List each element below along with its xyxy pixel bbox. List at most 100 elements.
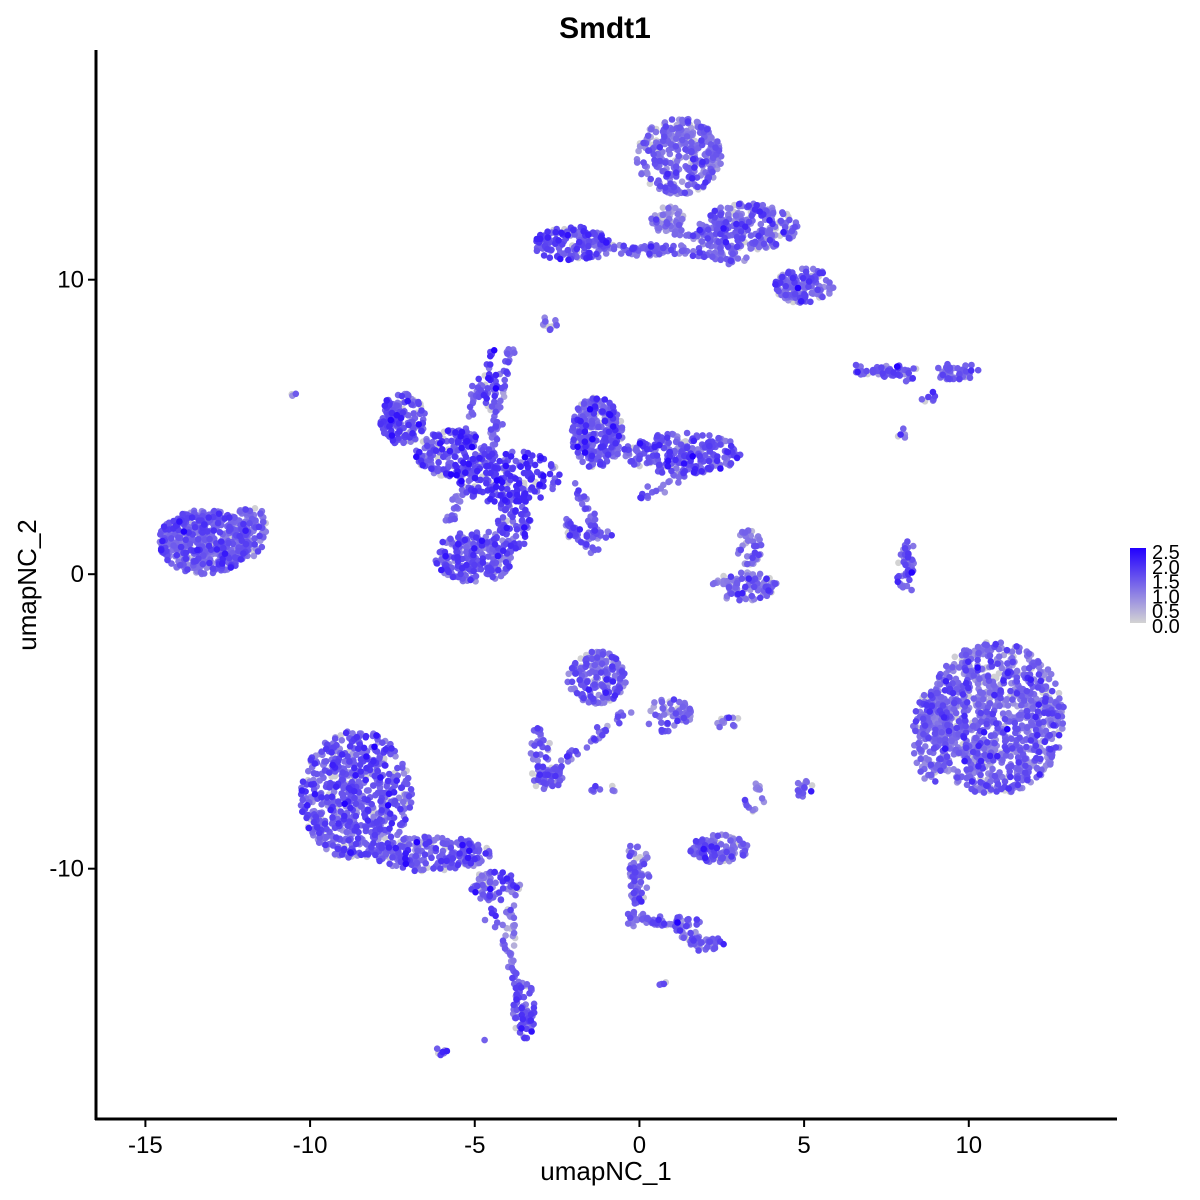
scatter-point (658, 719, 665, 726)
scatter-point (400, 770, 408, 777)
scatter-point (680, 934, 687, 942)
scatter-point (976, 675, 983, 683)
scatter-point (540, 785, 548, 793)
scatter-point (1055, 689, 1063, 697)
scatter-point (323, 825, 330, 833)
scatter-point (917, 768, 924, 775)
scatter-point (251, 535, 258, 542)
scatter-point (678, 116, 686, 124)
scatter-point (1035, 659, 1042, 666)
scatter-point (644, 492, 651, 500)
scatter-point (650, 151, 657, 158)
scatter-point (1001, 738, 1009, 745)
scatter-point (497, 404, 504, 411)
scatter-point (547, 326, 554, 333)
scatter-point (852, 361, 860, 369)
scatter-point (370, 782, 377, 789)
scatter-point (439, 839, 447, 847)
scatter-point (596, 786, 604, 793)
scatter-point (318, 801, 325, 808)
scatter-point (758, 795, 766, 802)
scatter-point (952, 709, 960, 717)
scatter-point (510, 929, 518, 937)
scatter-point (588, 655, 596, 663)
scatter-point (955, 749, 963, 757)
scatter-point (644, 132, 652, 139)
scatter-point (481, 916, 489, 924)
scatter-point (640, 159, 647, 166)
scatter-point (653, 242, 660, 249)
scatter-point (469, 382, 476, 390)
plot-title: Smdt1 (559, 12, 651, 45)
scatter-point (501, 945, 509, 952)
scatter-point (499, 937, 507, 944)
scatter-point (353, 751, 360, 759)
scatter-point (722, 832, 730, 839)
scatter-point (588, 420, 596, 428)
scatter-point (734, 255, 742, 262)
scatter-point (170, 542, 177, 549)
scatter-point (580, 400, 588, 407)
scatter-point (499, 421, 506, 428)
scatter-point (729, 250, 737, 258)
scatter-point (502, 932, 509, 939)
scatter-point (383, 782, 391, 790)
scatter-point (1008, 648, 1016, 655)
scatter-point (970, 695, 978, 702)
scatter-point (1005, 709, 1012, 717)
scatter-point (734, 715, 742, 722)
scatter-point (967, 765, 974, 773)
scatter-point (972, 734, 980, 742)
scatter-point (976, 688, 984, 696)
scatter-point (869, 366, 877, 374)
scatter-point (439, 834, 446, 842)
scatter-point (794, 779, 802, 787)
scatter-point (698, 939, 705, 946)
scatter-point (1008, 762, 1015, 770)
scatter-point (292, 390, 300, 398)
scatter-point (962, 722, 969, 730)
scatter-point (340, 784, 347, 792)
scatter-point (349, 730, 356, 737)
scatter-point (1023, 724, 1031, 731)
scatter-point (934, 761, 942, 768)
scatter-point (250, 552, 258, 560)
scatter-point (513, 970, 520, 977)
scatter-point (949, 664, 956, 671)
scatter-point (737, 569, 745, 577)
scatter-point (974, 643, 982, 651)
scatter-point (715, 434, 722, 442)
scatter-point (1004, 660, 1011, 667)
scatter-point (727, 837, 734, 844)
scatter-point (1018, 702, 1025, 709)
scatter-point (407, 786, 415, 793)
scatter-point (493, 436, 501, 443)
scatter-point (902, 377, 910, 385)
scatter-point (259, 518, 267, 526)
scatter-point (317, 810, 325, 818)
scatter-point (665, 204, 672, 212)
scatter-point (910, 750, 918, 757)
scatter-point (1004, 702, 1012, 709)
scatter-point (675, 152, 683, 160)
scatter-point (808, 782, 816, 789)
scatter-point (1048, 753, 1056, 761)
scatter-point (506, 949, 513, 957)
scatter-point (532, 782, 540, 790)
scatter-point (599, 651, 607, 658)
scatter-point (633, 444, 640, 452)
scatter-point (717, 245, 724, 252)
scatter-point (675, 479, 682, 486)
scatter-point (520, 993, 528, 1001)
scatter-point (429, 438, 436, 446)
scatter-point (995, 670, 1003, 677)
scatter-point (910, 365, 917, 372)
scatter-point (512, 532, 520, 540)
scatter-point (582, 655, 590, 663)
scatter-point (955, 664, 963, 671)
scatter-point (966, 374, 974, 382)
scatter-point (643, 884, 651, 891)
scatter-point (1001, 778, 1009, 785)
scatter-point (795, 788, 803, 795)
